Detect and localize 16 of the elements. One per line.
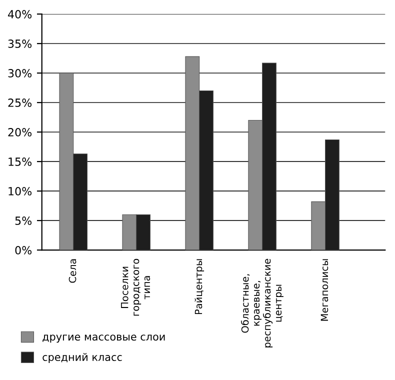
- legend-label: другие массовые слои: [42, 334, 165, 343]
- y-tick-label: 20%: [8, 128, 32, 136]
- y-tick-label: 0%: [15, 246, 32, 254]
- x-tick-label: Областные, краевые, республиканские центры: [241, 258, 284, 348]
- x-tick-label: Мегаполисы: [320, 259, 328, 321]
- y-tick-label: 30%: [8, 69, 32, 78]
- x-tick-label: Поселки городского типа: [121, 258, 150, 316]
- x-tick-label: Райцентры: [194, 259, 204, 314]
- y-tick-label: 35%: [8, 40, 32, 48]
- y-tick-label: 15%: [8, 158, 32, 166]
- x-tick-label: Села: [68, 259, 76, 283]
- y-tick-label: 10%: [8, 187, 32, 196]
- legend-label: средний класс: [42, 352, 122, 364]
- y-tick-label: 25%: [8, 98, 32, 107]
- y-tick-label: 5%: [15, 216, 32, 225]
- y-tick-label: 40%: [8, 10, 32, 18]
